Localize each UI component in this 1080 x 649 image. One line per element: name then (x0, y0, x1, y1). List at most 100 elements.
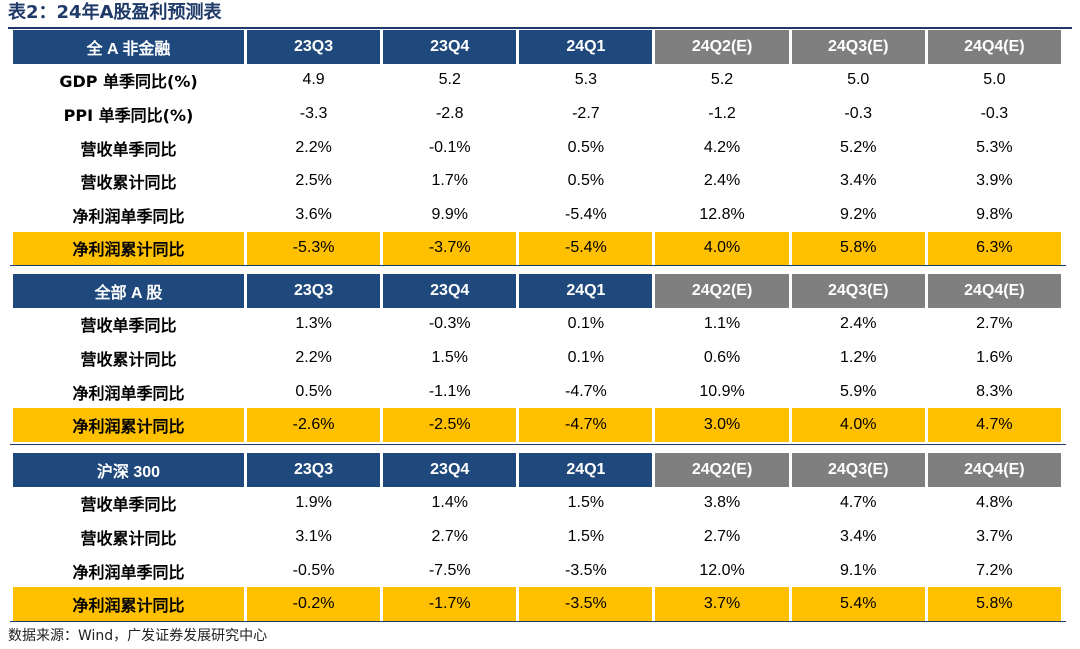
section-divider (10, 621, 1066, 622)
table-cell: 0.6% (703, 348, 741, 366)
table-row: 营收累计同比 2.2% 1.5% 0.1% 0.6% 1.2% 1.6% (13, 341, 1061, 375)
table-cell: 2.4% (839, 315, 877, 333)
table-cell: -0.3 (844, 104, 872, 122)
table-cell: 5.2 (438, 71, 461, 89)
column-header: 24Q1 (519, 30, 653, 64)
table-row: GDP 单季同比(%) 4.9 5.2 5.3 5.2 5.0 5.0 (13, 64, 1061, 98)
table-row: 营收累计同比 2.5% 1.7% 0.5% 2.4% 3.4% 3.9% (13, 164, 1061, 198)
table-cell: 3.4% (839, 172, 877, 190)
row-label: 营收累计同比 (80, 173, 177, 193)
column-header: 24Q1 (519, 453, 653, 487)
table-cell: 3.0% (655, 408, 789, 442)
table-row: 营收累计同比 3.1% 2.7% 1.5% 2.7% 3.4% 3.7% (13, 520, 1061, 554)
table-row: 净利润累计同比 -2.6% -2.5% -4.7% 3.0% 4.0% 4.7% (13, 408, 1061, 442)
table-cell: -1.2 (708, 104, 736, 122)
column-header: 24Q4(E) (927, 453, 1061, 487)
table-cell: -2.7 (572, 104, 600, 122)
table-cell: 2.4% (703, 172, 741, 190)
row-label: PPI 单季同比(%) (63, 105, 194, 125)
section-divider (10, 444, 1066, 445)
table-cell: 4.8% (976, 494, 1013, 512)
table-cell: 1.4% (431, 494, 468, 512)
row-label: 营收单季同比 (80, 139, 177, 159)
table-cell: 1.2% (839, 348, 877, 366)
table-cell: -2.6% (247, 408, 381, 442)
table-cell: -3.7% (383, 231, 517, 266)
table-cell: 4.7% (927, 408, 1061, 442)
table-row: 净利润单季同比 -0.5% -7.5% -3.5% 12.0% 9.1% 7.2% (13, 554, 1061, 588)
column-header: 24Q4(E) (927, 30, 1061, 64)
column-header: 24Q2(E) (655, 274, 789, 308)
section-name: 沪深 300 (13, 453, 244, 487)
table-row: 净利润累计同比 -5.3% -3.7% -5.4% 4.0% 5.8% 6.3% (13, 231, 1061, 266)
table-cell: 2.5% (295, 172, 332, 190)
row-label: 净利润单季同比 (72, 383, 185, 403)
table-cell: 1.6% (976, 348, 1013, 366)
table-title: 表2：24年A股盈利预测表 (8, 2, 222, 23)
row-label: 营收单季同比 (80, 316, 177, 336)
table-cell: 5.0 (983, 71, 1006, 89)
column-header: 24Q2(E) (655, 30, 789, 64)
header-row: 全部 A 股 23Q3 23Q4 24Q1 24Q2(E) 24Q3(E) 24Q4(E) (13, 274, 1061, 308)
table-cell: 0.1% (567, 348, 605, 366)
table-cell: 9.8% (976, 205, 1013, 223)
column-header: 24Q3(E) (791, 274, 925, 308)
table-cell: 1.3% (295, 315, 332, 333)
table-cell: -3.3 (299, 104, 328, 122)
table-cell: 10.9% (699, 382, 745, 400)
row-label: 营收累计同比 (80, 349, 177, 369)
column-header: 23Q3 (247, 453, 381, 487)
table-cell: 9.9% (431, 205, 468, 223)
table-cell: 5.2 (710, 71, 734, 89)
table-cell: 3.6% (295, 205, 332, 223)
table-cell: 4.2% (703, 138, 741, 156)
source-note: 数据来源：Wind，广发证券发展研究中心 (8, 628, 268, 644)
table-cell: 3.7% (655, 587, 789, 621)
table-row: 净利润单季同比 0.5% -1.1% -4.7% 10.9% 5.9% 8.3% (13, 375, 1061, 409)
table-cell: 5.8% (927, 587, 1061, 621)
table-cell: -5.4% (519, 231, 653, 266)
table-cell: -5.4% (564, 205, 607, 223)
header-row: 全 A 非金融 23Q3 23Q4 24Q1 24Q2(E) 24Q3(E) 24Q4(E) (13, 30, 1061, 64)
column-header: 23Q4 (383, 30, 517, 64)
table-cell: 0.5% (567, 172, 605, 190)
row-label: 净利润单季同比 (72, 206, 185, 226)
table-cell: 4.0% (791, 408, 925, 442)
column-header: 24Q2(E) (655, 453, 789, 487)
table-cell: 1.7% (431, 172, 468, 190)
table-cell: -2.8 (435, 104, 464, 122)
column-header: 23Q4 (383, 453, 517, 487)
table-cell: 3.9% (976, 172, 1013, 190)
table-cell: -5.3% (247, 231, 381, 266)
table-cell: 3.1% (295, 527, 332, 545)
table-cell: 4.0% (655, 231, 789, 266)
section-divider (10, 265, 1066, 266)
row-label: 营收单季同比 (80, 495, 177, 515)
table-cell: -1.1% (428, 382, 471, 400)
table-cell: -4.7% (519, 408, 653, 442)
table-cell: -7.5% (428, 561, 471, 579)
table-cell: -3.5% (564, 561, 607, 579)
table-cell: 2.7% (976, 315, 1013, 333)
table-cell: 2.2% (295, 138, 332, 156)
table-cell: 1.1% (703, 315, 741, 333)
table-cell: 5.4% (791, 587, 925, 621)
table-cell: 0.5% (295, 382, 332, 400)
table-cell: -2.5% (383, 408, 517, 442)
table-cell: 9.1% (839, 561, 877, 579)
table-cell: 2.2% (295, 348, 332, 366)
table-cell: 7.2% (976, 561, 1013, 579)
table-cell: 5.9% (839, 382, 877, 400)
table-cell: 4.9 (302, 71, 325, 89)
column-header: 24Q3(E) (791, 30, 925, 64)
table-row: 净利润单季同比 3.6% 9.9% -5.4% 12.8% 9.2% 9.8% (13, 198, 1061, 232)
table-cell: -0.3 (980, 104, 1009, 122)
table-cell: 4.7% (839, 494, 877, 512)
section-table-all-a-nonfinancial: 全 A 非金融 23Q3 23Q4 24Q1 24Q2(E) 24Q3(E) 24Q4(E)… (10, 30, 1064, 266)
table-row: PPI 单季同比(%) -3.3 -2.8 -2.7 -1.2 -0.3 -0.3 (13, 97, 1061, 131)
table-row: 营收单季同比 2.2% -0.1% 0.5% 4.2% 5.2% 5.3% (13, 131, 1061, 165)
row-label: GDP 单季同比(%) (59, 72, 198, 92)
column-header: 23Q3 (247, 30, 381, 64)
table-cell: -0.1% (428, 138, 471, 156)
column-header: 24Q4(E) (927, 274, 1061, 308)
